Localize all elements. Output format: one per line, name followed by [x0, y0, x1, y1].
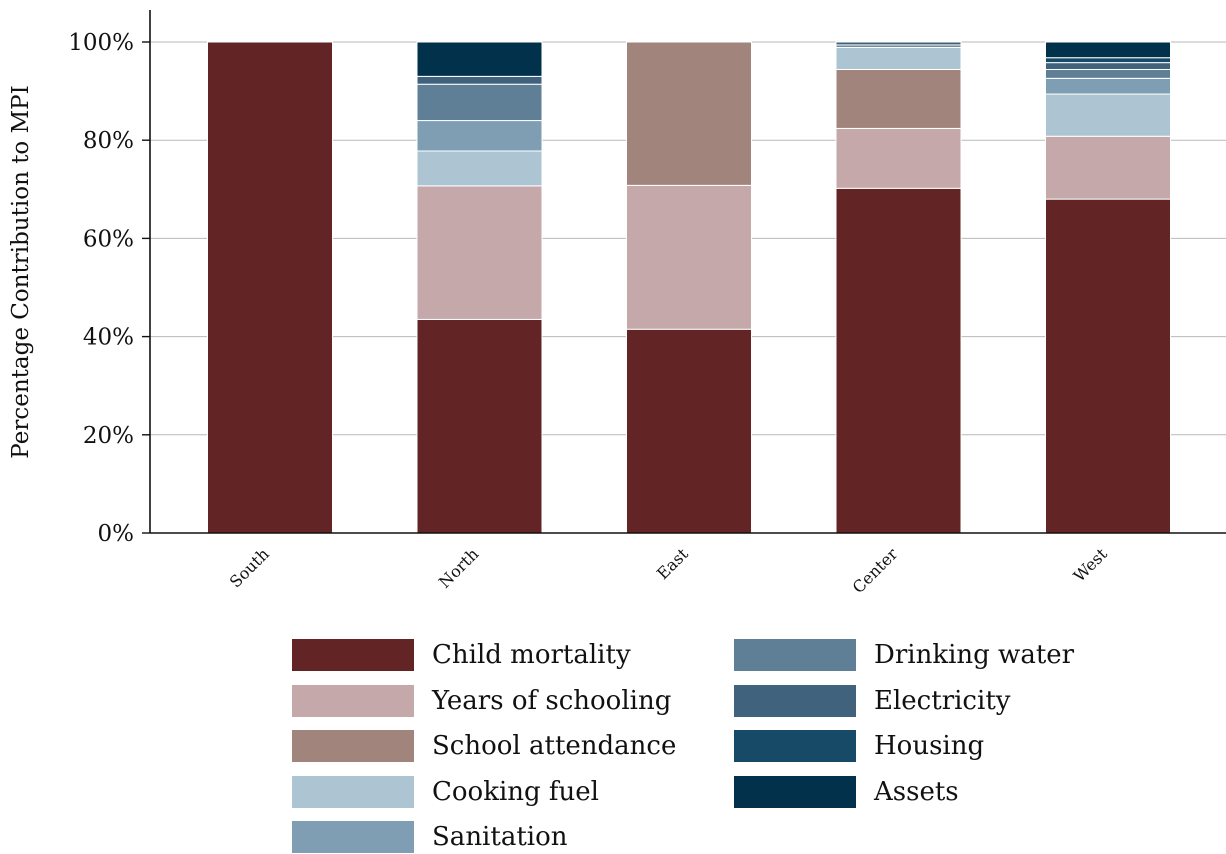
y-tick-label: 100% — [68, 30, 134, 56]
bar-segment — [1045, 135, 1171, 200]
legend-swatch — [292, 821, 414, 853]
y-axis-label: Percentage Contribution to MPI — [8, 85, 34, 458]
bar-segment — [1045, 62, 1171, 70]
bar-segment — [626, 328, 752, 534]
legend-item: Drinking water — [734, 638, 1074, 672]
legend-swatch — [292, 639, 414, 671]
legend-label: Assets — [874, 776, 959, 807]
bar-segment — [416, 318, 543, 534]
bar-segment — [626, 41, 752, 186]
legend-item: Years of schooling — [292, 684, 671, 718]
legend: Child mortality Years of schooling School … — [292, 638, 1152, 853]
bar-segment — [1045, 41, 1171, 59]
legend-item: School attendance — [292, 729, 676, 763]
bar-segment — [835, 68, 962, 129]
legend-swatch — [292, 775, 414, 808]
legend-label: Child mortality — [432, 640, 631, 670]
x-tick-label: Center — [849, 544, 902, 597]
legend-swatch — [734, 775, 856, 808]
bar-segment — [626, 184, 752, 330]
y-tick-label: 20% — [83, 423, 134, 449]
bar-segment — [835, 127, 962, 189]
legend-swatch — [734, 684, 856, 717]
legend-label: Drinking water — [874, 640, 1075, 670]
bar-segment — [1045, 77, 1171, 95]
x-tick-label: South — [226, 544, 273, 591]
bar-segment — [416, 41, 543, 77]
axes — [149, 10, 1226, 534]
x-tick-label: West — [1070, 544, 1112, 586]
legend-item: Child mortality — [292, 638, 631, 672]
legend-label: School attendance — [432, 731, 677, 761]
bar-segment — [1045, 68, 1171, 79]
x-tick-label: North — [435, 544, 482, 591]
legend-label: Cooking fuel — [432, 776, 599, 807]
legend-item: Cooking fuel — [292, 775, 599, 809]
bar-segment — [416, 185, 543, 320]
bar-segment — [416, 83, 543, 122]
bar-segment — [416, 120, 543, 152]
legend-item: Sanitation — [292, 820, 567, 854]
bar-segment — [835, 46, 962, 70]
y-tick-label: 80% — [83, 128, 134, 154]
legend-swatch — [734, 639, 856, 671]
legend-label: Housing — [874, 731, 985, 761]
bar-segment — [1045, 198, 1171, 534]
legend-item: Assets — [734, 775, 959, 809]
stacked-bar-chart: 0% 20% 40% 60% 80% 100% South North East Center We… — [8, 10, 1226, 597]
bar-segment — [835, 41, 962, 46]
bar-segment — [416, 75, 543, 85]
bar-segment — [207, 41, 333, 534]
bar-segment — [1045, 93, 1171, 137]
bar-segment — [416, 150, 543, 187]
legend-swatch — [292, 730, 414, 762]
y-tick-label: 60% — [83, 226, 134, 252]
x-tick-label: East — [653, 544, 692, 583]
legend-swatch — [734, 730, 856, 762]
legend-swatch — [292, 684, 414, 717]
legend-label: Sanitation — [432, 822, 568, 852]
legend-item: Housing — [734, 729, 984, 763]
bar-segment — [1045, 57, 1171, 64]
legend-label: Years of schooling — [432, 685, 672, 716]
y-tick-label: 0% — [98, 521, 135, 547]
legend-item: Electricity — [734, 684, 1010, 718]
y-tick-label: 40% — [83, 325, 134, 351]
legend-label: Electricity — [874, 685, 1011, 716]
bar-segment — [835, 187, 962, 534]
bars — [207, 41, 1171, 534]
